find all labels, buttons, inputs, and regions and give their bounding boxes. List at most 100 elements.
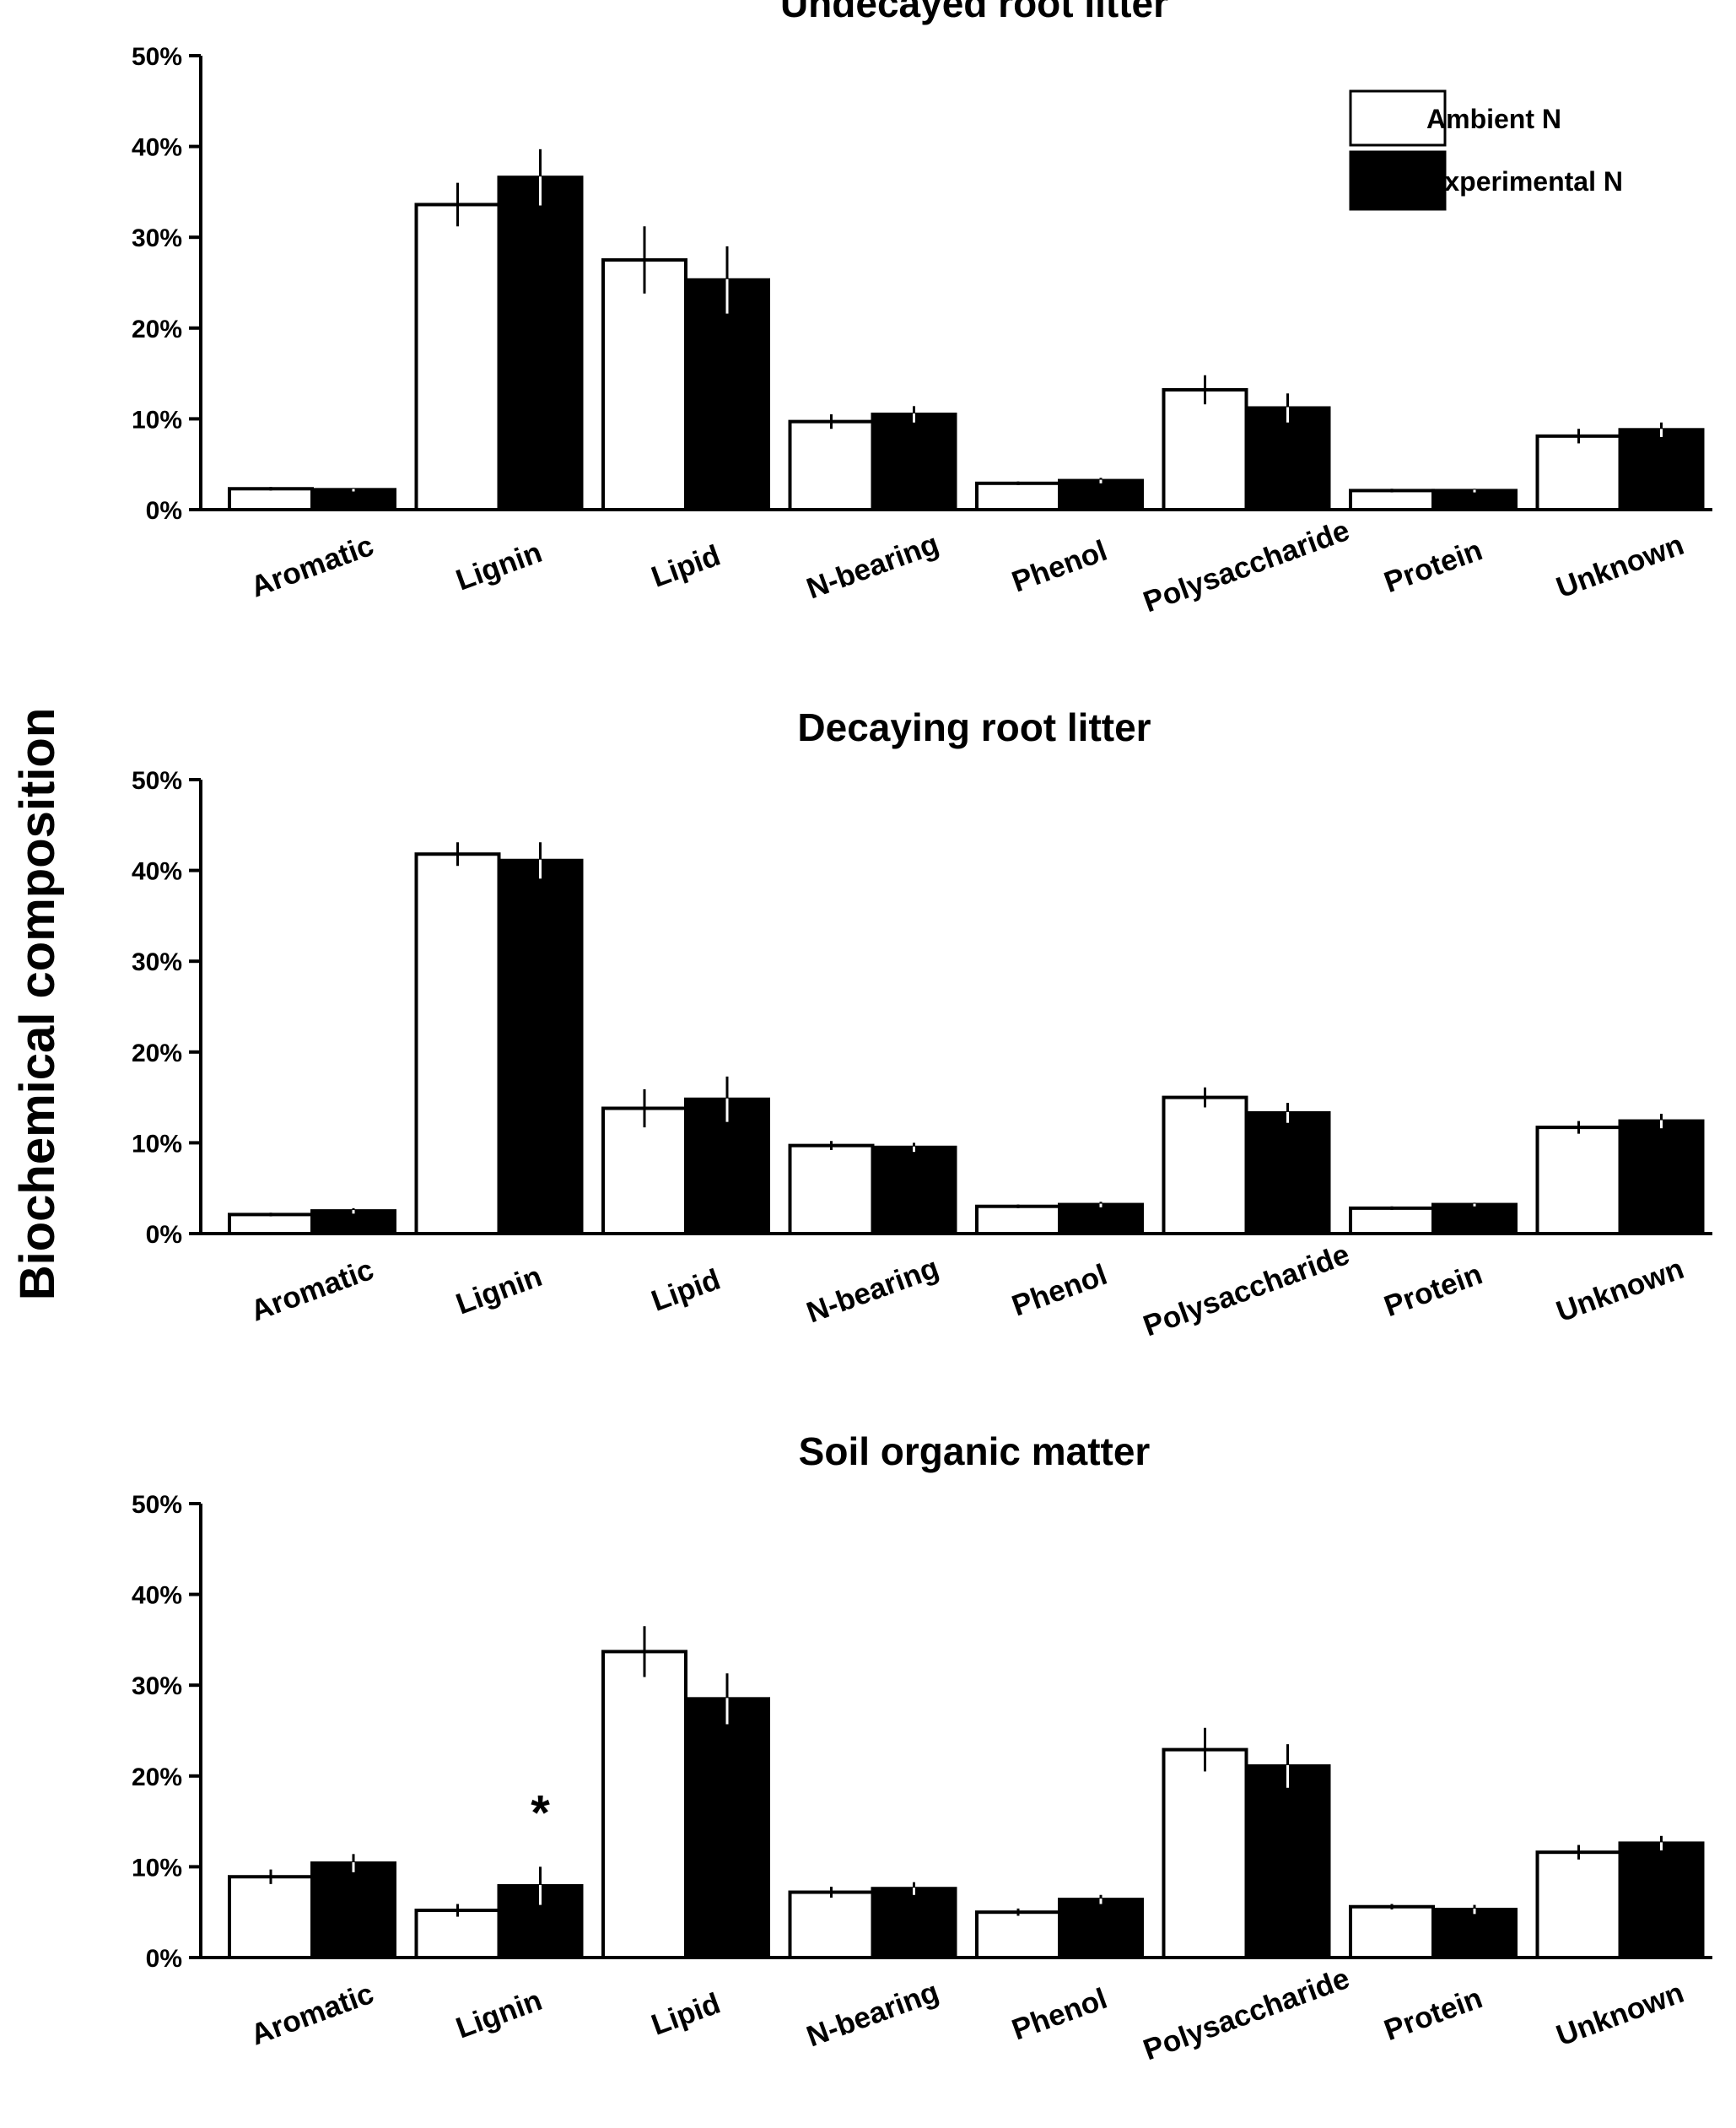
x-tick-label: N-bearing [802,527,943,606]
x-tick-label: Polysaccharide [1139,1238,1354,1342]
y-tick-label: 50% [132,1491,182,1519]
bar-experimental-n [1244,1763,1331,1960]
panel-soil-organic-matter: Soil organic matter 0% 10% 20% 30% 40% 50% Arom… [132,1429,1712,2066]
x-tick-label: Lipid [647,539,725,594]
bar-group-lignin [414,1866,584,1960]
bar-experimental-n [1618,1841,1705,1960]
bar-experimental-n [497,858,584,1235]
bar-group-lipid [601,226,770,511]
x-tick-label: Polysaccharide [1139,1962,1354,2066]
x-tick-label: Lignin [452,1984,547,2045]
bar-group-protein [1349,489,1518,511]
bar-ambient-n [975,1910,1061,1959]
y-tick-label: 50% [132,43,182,71]
x-tick-label: N-bearing [802,1975,943,2054]
bar-ambient-n [1535,434,1622,511]
y-axis-title: Biochemical composition [10,708,65,1301]
bar-experimental-n [497,176,584,512]
y-tick-label: 40% [132,1582,182,1610]
x-tick-label: Unknown [1552,528,1688,605]
x-tick-label: Lipid [647,1263,725,1318]
bar-group-aromatic [228,1207,396,1236]
bar-ambient-n [601,258,687,511]
bar-experimental-n [1058,478,1144,511]
y-tick-label: 0% [146,1221,182,1249]
bar-ambient-n [1535,1850,1622,1960]
bar-group-unknown [1535,1113,1705,1236]
y-tick-label: 30% [132,224,182,252]
panels: Undecayed root litter 0% 10% 20% 30% 40% 50% Ar… [132,0,1712,2066]
significance-marker: * [531,1785,550,1840]
bar-experimental-n [310,488,396,512]
bar-ambient-n [975,481,1061,512]
bar-experimental-n [1244,406,1331,512]
bar-group-lignin [414,149,584,512]
bar-ambient-n [788,419,875,511]
bar-ambient-n [1349,489,1435,511]
y-tick-label: 10% [132,1854,182,1882]
x-tick-label: Unknown [1552,1976,1688,2053]
bar-experimental-n [1244,1110,1331,1235]
x-tick-label: Polysaccharide [1139,514,1354,618]
x-tick-label: Lignin [452,536,547,597]
bar-experimental-n [1618,428,1705,512]
x-tick-label: Phenol [1008,1258,1112,1323]
bar-ambient-n [1349,1206,1435,1235]
bar-experimental-n [1058,1202,1144,1235]
bar-ambient-n [1162,387,1248,511]
legend-label-experimental: Experimental N [1426,166,1623,197]
bar-experimental-n [1058,1898,1144,1959]
bar-group-aromatic [228,1854,396,1960]
x-tick-label: Unknown [1552,1252,1688,1329]
bar-ambient-n [228,487,314,512]
bar-group-polysaccharide [1162,375,1331,512]
y-tick-label: 20% [132,316,182,343]
legend-label-ambient: Ambient N [1426,104,1561,134]
bar-ambient-n [414,203,501,512]
bar-experimental-n [684,278,770,511]
bar-ambient-n [1349,1904,1435,1959]
bar-group-phenol [975,1202,1144,1235]
y-tick-label: 10% [132,406,182,434]
x-tick-label: Lipid [647,1987,725,2042]
y-tick-label: 10% [132,1130,182,1158]
bar-group-unknown [1535,422,1705,512]
legend: Ambient N Experimental N [1349,89,1623,211]
bar-experimental-n [684,1697,770,1959]
bar-group-phenol [975,478,1144,512]
panel-undecayed-root-litter: Undecayed root litter 0% 10% 20% 30% 40% 50% Ar… [132,0,1712,618]
bar-group-polysaccharide [1162,1727,1331,1960]
bar-ambient-n [788,1143,875,1236]
panel-title: Undecayed root litter [780,0,1168,25]
x-tick-label: Lignin [452,1260,547,1321]
bar-group-protein [1349,1202,1518,1235]
bar-ambient-n [1162,1747,1248,1959]
y-tick-label: 50% [132,767,182,795]
bar-group-n-bearing [788,1141,957,1236]
bar-ambient-n [601,1106,687,1235]
legend-swatch-experimental [1349,150,1447,211]
bar-ambient-n [228,1875,314,1960]
y-tick-label: 30% [132,1672,182,1700]
bar-ambient-n [414,852,501,1235]
bar-ambient-n [601,1650,687,1959]
x-tick-label: Protein [1380,533,1487,599]
bar-group-unknown [1535,1835,1705,1960]
bar-group-n-bearing [788,406,957,511]
y-tick-label: 40% [132,134,182,162]
x-tick-label: Phenol [1008,534,1112,599]
x-tick-label: N-bearing [802,1251,943,1330]
bar-group-lignin [414,842,584,1235]
bar-experimental-n [1431,1907,1518,1959]
bar-group-lipid [601,1076,770,1235]
x-tick-label: Phenol [1008,1982,1112,2047]
bar-group-lipid [601,1626,770,1959]
panel-decaying-root-litter: Decaying root litter 0% 10% 20% 30% 40% 50% Aro… [132,705,1712,1342]
bar-group-phenol [975,1894,1144,1959]
bar-group-protein [1349,1904,1518,1959]
panel-title: Soil organic matter [799,1429,1151,1473]
legend-swatch-ambient [1349,89,1447,147]
x-tick-label: Aromatic [246,529,378,604]
bar-experimental-n [1618,1119,1705,1236]
